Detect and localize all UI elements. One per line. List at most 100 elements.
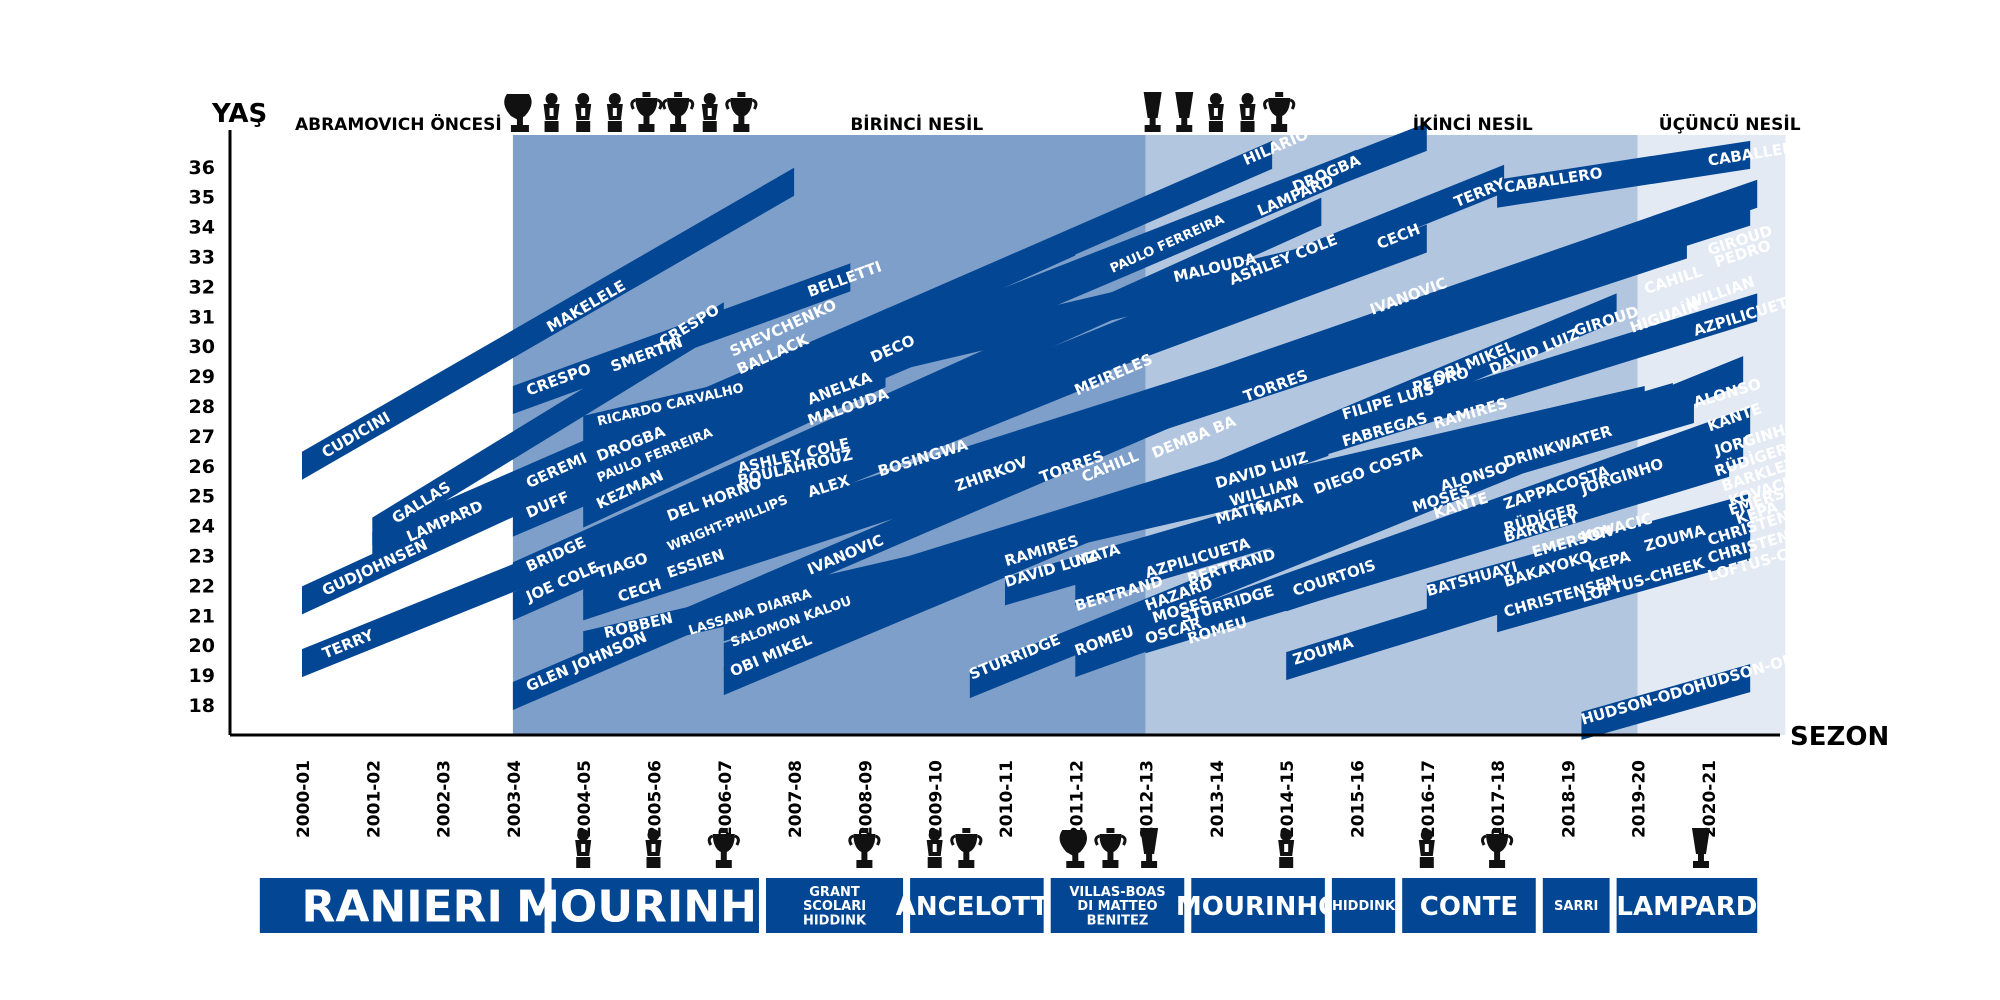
season-tick-label: 2020-21 (1700, 760, 1720, 838)
trophy-icon-top-4 (630, 92, 663, 132)
y-tick-label: 21 (189, 605, 215, 627)
player-bar-31 (1286, 508, 1751, 681)
y-tick-label: 30 (189, 336, 215, 358)
trophy-icon-bottom-8 (1140, 828, 1159, 868)
season-tick-label: 2015-16 (1349, 760, 1369, 838)
season-tick-label: 2000-01 (294, 760, 314, 838)
manager-name: VILLAS-BOAS DI MATTEO BENITEZ (1069, 885, 1165, 929)
trophy-icon-bottom-3 (848, 828, 881, 868)
player-bar-14 (583, 359, 886, 528)
manager-block: RANIERI (259, 878, 545, 933)
x-axis-title: SEZON (1790, 722, 1889, 752)
manager-block: MOURINHO (516, 878, 794, 933)
season-tick-label: 2001-02 (364, 760, 384, 838)
y-tick-label: 35 (189, 187, 215, 209)
season-tick-label: 2006-07 (716, 760, 736, 838)
player-bar-26 (1075, 394, 1694, 606)
y-tick-label: 22 (189, 575, 215, 597)
trophy-icon-bottom-0 (575, 829, 592, 868)
manager-block: LAMPARD (1616, 878, 1757, 933)
trophy-icon-bottom-9 (1278, 829, 1295, 868)
manager-name: ANCELOTTI (896, 892, 1058, 922)
y-tick-label: 27 (189, 426, 215, 448)
manager-name: CONTE (1420, 892, 1518, 922)
era-label-2: İKİNCİ NESİL (1413, 113, 1533, 135)
y-tick-label: 34 (189, 217, 215, 239)
trophy-icon-top-9 (1175, 92, 1194, 132)
season-tick-label: 2010-11 (997, 760, 1017, 838)
manager-name: MOURINHO (516, 881, 794, 932)
y-tick-label: 18 (189, 695, 215, 717)
trophy-icon-bottom-6 (1059, 830, 1088, 868)
y-tick-label: 32 (189, 276, 215, 298)
trophy-icon-top-12 (1263, 92, 1296, 132)
player-bar-16 (583, 230, 1687, 621)
era-label-1: BİRİNCİ NESİL (850, 113, 983, 135)
manager-block: HIDDINK (1331, 878, 1396, 933)
manager-name: HIDDINK (1332, 899, 1396, 914)
player-bar-0 (302, 167, 795, 480)
manager-block: VILLAS-BOAS DI MATTEO BENITEZ (1050, 878, 1185, 933)
manager-block: SARRI (1542, 878, 1610, 933)
season-tick-label: 2005-06 (646, 760, 666, 838)
trophy-icon-bottom-2 (707, 828, 740, 868)
player-bar-23 (723, 293, 1617, 696)
player-bar-13 (583, 329, 935, 501)
season-tick-label: 2008-09 (856, 760, 876, 838)
y-tick-label: 25 (189, 486, 215, 508)
y-tick-label: 36 (189, 157, 215, 179)
trophy-icon-bottom-10 (1418, 829, 1435, 868)
trophy-icon-top-2 (575, 93, 592, 132)
manager-block: CONTE (1402, 878, 1536, 933)
era-label-3: ÜÇÜNCÜ NESİL (1659, 113, 1801, 135)
trophy-icon-top-0 (504, 94, 532, 132)
season-tick-label: 2003-04 (505, 760, 525, 838)
player-bar-34 (1581, 664, 1751, 740)
trophy-icon-bottom-5 (950, 828, 983, 868)
era-labels: ABRAMOVICH ÖNCESİ BİRİNCİ NESİL İKİNCİ NES… (295, 113, 1801, 135)
y-tick-label: 24 (189, 516, 215, 538)
manager-block: ANCELOTTI (896, 878, 1058, 933)
season-tick-label: 2007-08 (786, 760, 806, 838)
trophy-icon-bottom-1 (645, 829, 662, 868)
player-bar-33 (1497, 140, 1751, 208)
y-tick-labels: 36 35 34 33 32 31 30 29 28 27 26 25 24 23 22 21 20 19 18 (189, 157, 215, 717)
y-tick-label: 19 (189, 665, 215, 687)
season-tick-label: 2013-14 (1208, 760, 1228, 838)
trophy-icon-bottom-4 (926, 829, 943, 868)
trophy-icon-bottom-11 (1481, 828, 1514, 868)
trophy-icon-top-5 (662, 92, 695, 132)
season-tick-label: 2018-19 (1559, 760, 1579, 838)
manager-name: RANIERI (301, 881, 502, 932)
manager-block: GRANT SCOLARI HIDDINK (765, 878, 904, 933)
season-tick-label: 2004-05 (575, 760, 595, 838)
y-tick-label: 23 (189, 546, 215, 568)
y-tick-label: 33 (189, 247, 215, 269)
trophy-icon-top-1 (543, 93, 560, 132)
trophy-icon-top-8 (1143, 92, 1162, 132)
season-tick-label: 2009-10 (927, 760, 947, 838)
y-tick-label: 28 (189, 396, 215, 418)
player-age-bars (302, 122, 1758, 740)
season-tick-label: 2012-13 (1138, 760, 1158, 838)
trophy-icon-bottom-12 (1691, 828, 1710, 868)
season-tick-label: 2002-03 (435, 760, 455, 838)
manager-name: LAMPARD (1616, 892, 1757, 922)
season-tick-label: 2014-15 (1278, 760, 1298, 838)
y-tick-label: 31 (189, 306, 215, 328)
manager-blocks: RANIERI MOURINHO GRANT SCOLARI HIDDINK ANCELO… (259, 878, 1757, 933)
manager-name: GRANT SCOLARI HIDDINK (803, 885, 867, 929)
y-tick-label: 26 (189, 456, 215, 478)
y-tick-label: 29 (189, 366, 215, 388)
trophy-icon-top-11 (1239, 93, 1256, 132)
trophy-icon-top-6 (701, 93, 718, 132)
season-tick-label: 2011-12 (1067, 760, 1087, 838)
trophy-icon-top-3 (606, 93, 623, 132)
trophy-icon-top-10 (1207, 93, 1224, 132)
y-axis-title: YAŞ (211, 99, 267, 129)
player-bar-18 (653, 350, 1111, 564)
manager-block: MOURINHO (1176, 878, 1340, 933)
axes: YAŞ SEZON (211, 99, 1889, 752)
season-tick-label: 2016-17 (1419, 760, 1439, 838)
